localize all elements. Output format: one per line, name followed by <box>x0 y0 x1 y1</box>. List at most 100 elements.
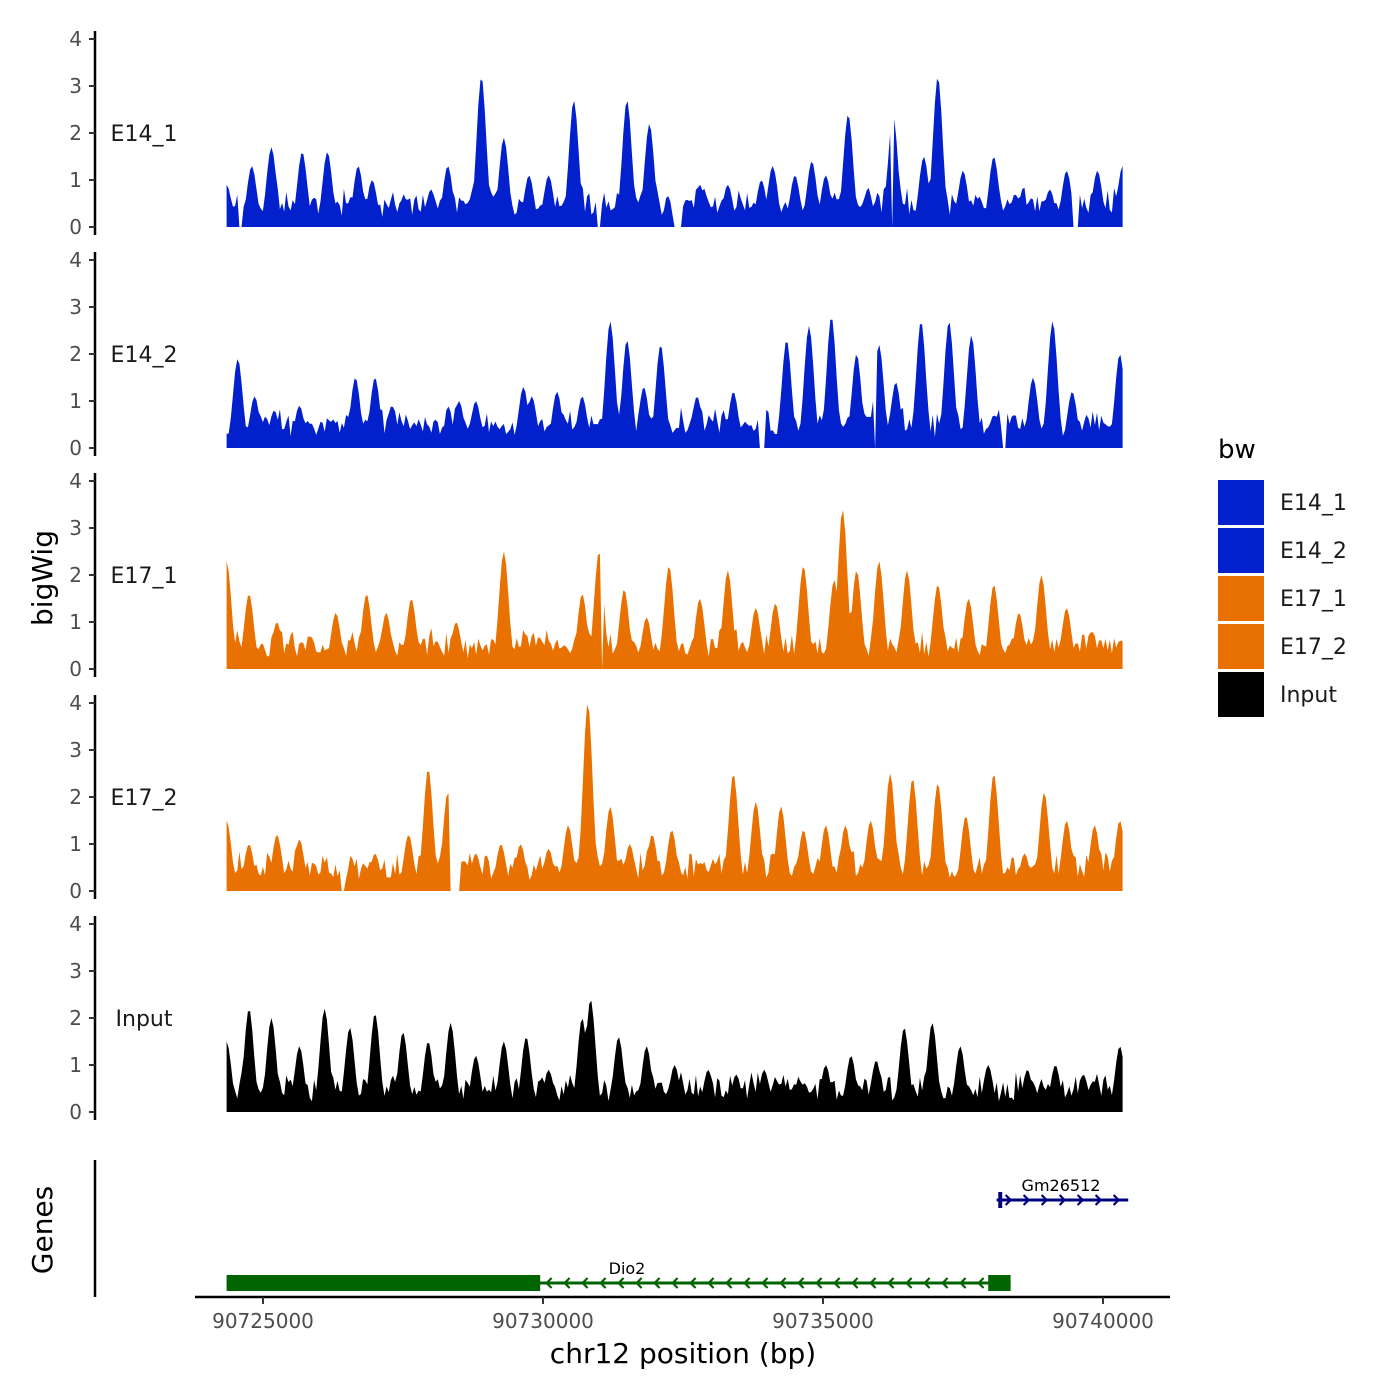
x-tick-label: 90735000 <box>772 1309 874 1333</box>
y-tick-label: 1 <box>69 389 82 413</box>
gene-exon <box>988 1275 1011 1291</box>
strand-arrow <box>851 1277 859 1289</box>
track-E17_1: 0 1 2 3 4 E17_1 <box>69 469 1123 681</box>
y-tick-label: 0 <box>69 879 82 903</box>
track-label: E17_2 <box>111 786 178 811</box>
strand-arrow <box>887 1277 895 1289</box>
y-axis-title: bigWig <box>26 530 59 626</box>
track-label: E17_1 <box>111 564 178 589</box>
y-tick-label: 2 <box>69 1006 82 1030</box>
track-label: Input <box>116 1007 173 1032</box>
gene-Dio2: Dio2 <box>226 1259 1011 1291</box>
legend-swatch-E14_2 <box>1218 528 1264 573</box>
strand-arrow <box>1004 1194 1013 1206</box>
strand-arrow <box>941 1277 949 1289</box>
y-tick-label: 3 <box>69 516 82 540</box>
strand-arrow <box>1094 1194 1103 1206</box>
strand-arrow <box>959 1277 967 1289</box>
y-tick-label: 1 <box>69 610 82 634</box>
strand-arrow <box>833 1277 841 1289</box>
y-tick-label: 0 <box>69 657 82 681</box>
x-tick-label: 90740000 <box>1052 1309 1154 1333</box>
gene-exon <box>998 1192 1003 1208</box>
y-tick-label: 2 <box>69 563 82 587</box>
x-axis-title: chr12 position (bp) <box>550 1337 816 1370</box>
strand-arrow <box>779 1277 787 1289</box>
strand-arrow <box>617 1277 625 1289</box>
y-tick-label: 0 <box>69 1100 82 1124</box>
y-tick-label: 4 <box>69 469 82 493</box>
y-tick-label: 2 <box>69 342 82 366</box>
strand-arrow <box>689 1277 697 1289</box>
strand-arrow <box>869 1277 877 1289</box>
x-tick-label: 90730000 <box>492 1309 594 1333</box>
strand-arrow <box>923 1277 931 1289</box>
y-tick-label: 0 <box>69 436 82 460</box>
track-label: E14_1 <box>111 122 178 147</box>
strand-arrow <box>1040 1194 1049 1206</box>
track-E14_2: 0 1 2 3 4 E14_2 <box>69 248 1123 460</box>
legend-swatch-E17_2 <box>1218 624 1264 669</box>
y-tick-label: 1 <box>69 1053 82 1077</box>
legend-label: Input <box>1280 683 1337 708</box>
gene-label: Gm26512 <box>1022 1176 1101 1195</box>
strand-arrow <box>797 1277 805 1289</box>
genes-track: Dio2 Gm26512 <box>93 1160 1129 1297</box>
signal-area-Input <box>226 1000 1123 1112</box>
legend-title: bw <box>1218 435 1256 465</box>
y-tick-label: 4 <box>69 248 82 272</box>
strand-arrow <box>1112 1194 1121 1206</box>
y-tick-label: 0 <box>69 215 82 239</box>
track-Input: 0 1 2 3 4 Input <box>69 912 1123 1124</box>
x-tick-label: 90725000 <box>212 1309 314 1333</box>
legend-label: E14_1 <box>1280 491 1347 516</box>
strand-arrow <box>563 1277 571 1289</box>
legend: bw E14_1 E14_2 E17_1 E17_2 Input <box>1218 435 1347 717</box>
x-axis: 90725000 90730000 90735000 90740000 <box>195 1295 1170 1333</box>
legend-label: E17_1 <box>1280 587 1347 612</box>
y-tick-label: 3 <box>69 295 82 319</box>
strand-arrow <box>545 1277 553 1289</box>
strand-arrow <box>815 1277 823 1289</box>
y-tick-label: 2 <box>69 785 82 809</box>
strand-arrow <box>743 1277 751 1289</box>
y-tick-label: 1 <box>69 168 82 192</box>
strand-arrow <box>1076 1194 1085 1206</box>
strand-arrow <box>707 1277 715 1289</box>
y-tick-label: 4 <box>69 691 82 715</box>
y-tick-label: 4 <box>69 27 82 51</box>
legend-label: E14_2 <box>1280 539 1347 564</box>
y-tick-label: 3 <box>69 74 82 98</box>
signal-area-E17_1 <box>226 510 1123 669</box>
y-tick-label: 4 <box>69 912 82 936</box>
signal-area-E17_2 <box>226 704 1123 891</box>
legend-label: E17_2 <box>1280 635 1347 660</box>
signal-area-E14_1 <box>226 78 1123 227</box>
y-tick-label: 1 <box>69 832 82 856</box>
strand-arrow <box>635 1277 643 1289</box>
gene-exon <box>226 1275 541 1291</box>
strand-arrow <box>581 1277 589 1289</box>
gene-Gm26512: Gm26512 <box>996 1176 1129 1208</box>
strand-arrow <box>977 1277 985 1289</box>
signal-tracks: 0 1 2 3 4 E14_1 0 1 2 3 4 E14_2 0 1 2 3 4 E17_1 0 1 2 3 4 E17_2… <box>69 27 1123 1124</box>
strand-arrow <box>599 1277 607 1289</box>
track-label: E14_2 <box>111 343 178 368</box>
strand-arrow <box>1058 1194 1067 1206</box>
y-tick-label: 2 <box>69 121 82 145</box>
y-tick-label: 3 <box>69 738 82 762</box>
track-E14_1: 0 1 2 3 4 E14_1 <box>69 27 1123 239</box>
y-tick-label: 3 <box>69 959 82 983</box>
strand-arrow <box>653 1277 661 1289</box>
legend-swatch-E14_1 <box>1218 480 1264 525</box>
legend-swatch-E17_1 <box>1218 576 1264 621</box>
track-E17_2: 0 1 2 3 4 E17_2 <box>69 691 1123 903</box>
strand-arrow <box>905 1277 913 1289</box>
strand-arrow <box>761 1277 769 1289</box>
gene-label: Dio2 <box>609 1259 646 1278</box>
strand-arrow <box>725 1277 733 1289</box>
signal-area-E14_2 <box>226 319 1123 448</box>
strand-arrow <box>671 1277 679 1289</box>
strand-arrow <box>1022 1194 1031 1206</box>
